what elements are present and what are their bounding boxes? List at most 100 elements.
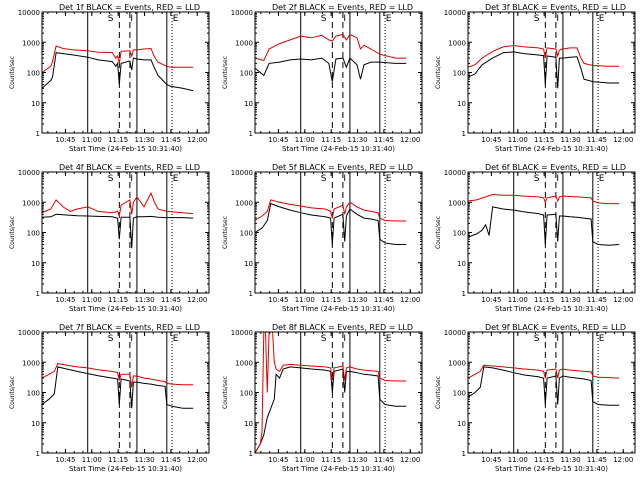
series-lld [255,33,407,62]
y-tick-label: 10 [31,100,40,108]
x-tick-label: 11:15 [534,456,554,464]
panel-9: Det 9f BLACK = Events, RED = LLD S I E 1 10 10… [435,323,636,473]
series-events [42,52,194,92]
marker-letter: S [108,14,114,24]
x-tick-label: 11:30 [134,296,154,304]
y-tick-label: 10000 [231,329,253,337]
y-axis-label: Counts/sec [222,216,229,249]
panel-title: Det 9f BLACK = Events, RED = LLD [485,323,626,332]
x-tick-label: 11:00 [82,296,102,304]
x-tick-label: 10:45 [481,456,501,464]
y-axis-label: Counts/sec [435,56,442,89]
x-tick-label: 11:45 [374,296,394,304]
x-tick-label: 11:45 [587,136,607,144]
marker-letter: E [173,174,179,184]
series-lld [42,45,194,73]
y-tick-label: 10000 [444,169,466,177]
y-tick-label: 1000 [22,199,40,207]
y-tick-label: 100 [453,70,466,78]
x-tick-label: 11:00 [295,136,315,144]
x-tick-label: 11:15 [534,136,554,144]
y-tick-label: 1 [249,290,253,298]
x-tick-label: 10:45 [55,456,75,464]
x-tick-label: 12:00 [187,136,207,144]
panel-title: Det 2f BLACK = Events, RED = LLD [272,3,413,12]
series-events [42,366,194,409]
panel-title: Det 8f BLACK = Events, RED = LLD [272,323,413,332]
y-tick-label: 1 [249,130,253,138]
y-tick-label: 10000 [231,169,253,177]
x-tick-label: 11:45 [161,136,181,144]
marker-letter: S [321,174,327,184]
x-tick-label: 12:00 [400,296,420,304]
y-axis-label: Counts/sec [435,216,442,249]
series-lld [255,332,407,453]
x-tick-label: 12:00 [613,296,633,304]
marker-letter: I [343,334,346,344]
x-axis-label: Start Time (24-Feb-15 10:31:40) [69,465,182,473]
series-events [468,366,620,406]
series-lld [468,193,620,205]
panel-7: Det 7f BLACK = Events, RED = LLD S I E 1 10 10… [9,323,210,473]
x-tick-label: 12:00 [400,456,420,464]
x-tick-label: 12:00 [613,136,633,144]
panel-title: Det 6f BLACK = Events, RED = LLD [485,163,626,172]
y-tick-label: 10 [457,100,466,108]
y-tick-label: 100 [27,390,40,398]
series-lld [468,364,620,379]
x-axis-label: Start Time (24-Feb-15 10:31:40) [69,145,182,153]
x-tick-label: 12:00 [400,136,420,144]
y-tick-label: 1 [462,130,466,138]
plot-frame [254,11,423,134]
x-tick-label: 11:30 [347,296,367,304]
panel-title: Det 1f BLACK = Events, RED = LLD [59,3,200,12]
marker-letter: I [556,14,559,24]
x-tick-label: 11:15 [108,296,128,304]
x-tick-label: 11:45 [161,296,181,304]
x-tick-label: 11:30 [347,136,367,144]
y-tick-label: 1000 [22,39,40,47]
series-events [255,366,407,453]
y-tick-label: 1000 [235,39,253,47]
marker-letter: S [321,334,327,344]
series-events [468,51,620,89]
panel-4: Det 4f BLACK = Events, RED = LLD S I E 1 10 10… [9,163,210,313]
plot-frame [41,171,210,294]
marker-letter: E [386,14,392,24]
series-events [255,57,407,82]
y-tick-label: 1 [36,130,40,138]
x-tick-label: 11:00 [508,296,528,304]
panel-title: Det 3f BLACK = Events, RED = LLD [485,3,626,12]
series-lld [42,191,194,218]
plot-frame [467,331,636,454]
marker-letter: S [108,174,114,184]
y-tick-label: 10000 [231,9,253,17]
marker-letter: I [343,174,346,184]
x-tick-label: 11:00 [508,456,528,464]
x-tick-label: 11:00 [508,136,528,144]
x-tick-label: 11:15 [108,456,128,464]
y-tick-label: 1000 [448,359,466,367]
x-tick-label: 11:00 [295,296,315,304]
plot-frame [467,171,636,294]
y-tick-label: 10 [244,420,253,428]
x-axis-label: Start Time (24-Feb-15 10:31:40) [495,305,608,313]
y-tick-label: 10 [457,420,466,428]
marker-letter: S [321,14,327,24]
marker-letter: S [108,334,114,344]
x-tick-label: 11:30 [134,136,154,144]
series-events [468,206,620,246]
y-tick-label: 10 [244,100,253,108]
x-tick-label: 10:45 [481,136,501,144]
x-tick-label: 11:00 [295,456,315,464]
x-axis-label: Start Time (24-Feb-15 10:31:40) [69,305,182,313]
series-lld [42,363,194,388]
series-lld [255,199,407,222]
panel-3: Det 3f BLACK = Events, RED = LLD S I E 1 10 10… [435,3,636,153]
marker-letter: I [130,174,133,184]
y-tick-label: 10 [31,260,40,268]
y-tick-label: 100 [240,70,253,78]
panel-1: Det 1f BLACK = Events, RED = LLD S I E 1 10 10… [9,3,210,153]
